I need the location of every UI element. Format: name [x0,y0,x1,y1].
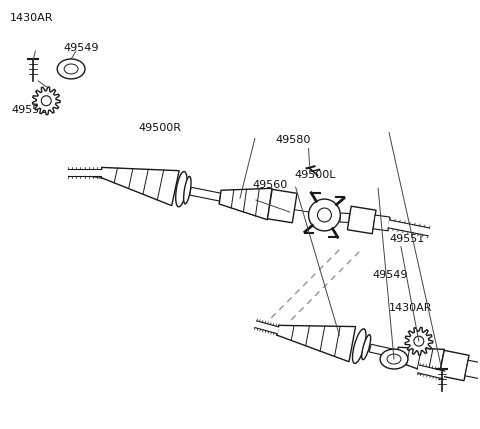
Ellipse shape [352,329,366,363]
Polygon shape [439,350,469,381]
Text: 49500R: 49500R [139,123,181,133]
Polygon shape [33,87,60,115]
Ellipse shape [362,335,371,360]
Circle shape [41,96,51,106]
Polygon shape [348,206,376,234]
Polygon shape [255,321,279,334]
Polygon shape [465,360,480,379]
Text: 49551: 49551 [12,105,47,115]
Ellipse shape [387,354,401,364]
Polygon shape [388,220,430,236]
Ellipse shape [64,64,78,74]
Circle shape [309,199,340,231]
Circle shape [317,208,331,222]
Polygon shape [277,325,356,362]
Polygon shape [267,189,297,223]
Circle shape [414,336,424,346]
Polygon shape [369,344,398,358]
Text: 49551: 49551 [389,234,424,244]
Polygon shape [190,187,221,201]
Polygon shape [419,364,480,376]
Text: 49549: 49549 [372,269,408,280]
Polygon shape [68,169,101,176]
Polygon shape [405,327,433,355]
Text: 49549: 49549 [63,43,99,53]
Ellipse shape [176,172,187,207]
Text: 49500L: 49500L [295,170,336,180]
Text: 1430AR: 1430AR [10,13,53,23]
Text: 49580: 49580 [276,136,311,145]
Text: 1430AR: 1430AR [389,303,432,313]
Ellipse shape [184,176,191,204]
Polygon shape [219,188,272,220]
Polygon shape [100,167,179,205]
Text: 49560: 49560 [253,180,288,190]
Polygon shape [396,347,444,377]
Polygon shape [418,365,444,379]
Polygon shape [373,215,390,231]
Ellipse shape [380,349,408,369]
Ellipse shape [57,59,85,79]
Polygon shape [340,213,349,223]
